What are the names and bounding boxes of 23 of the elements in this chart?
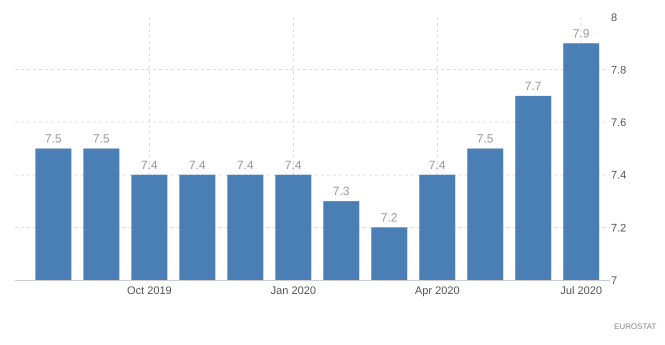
text: EUROSTAT: [614, 322, 656, 331]
data-label: 7.7: [524, 78, 542, 93]
data-label: 7.9: [572, 26, 590, 40]
y-tick-label: 7.6: [611, 117, 626, 130]
x-tick-label: Oct 2019: [127, 285, 172, 298]
data-label: 7.5: [44, 132, 62, 146]
y-tick-label: 7.2: [611, 222, 626, 234]
data-label: 7.4: [140, 158, 158, 172]
y-tick-label: 8: [611, 12, 618, 24]
data-label: 7.4: [188, 158, 206, 172]
y-tick-label: 7.4: [611, 170, 626, 182]
data-label: 7.4: [236, 158, 254, 172]
data-label: 7.4: [428, 158, 446, 172]
data-label: 7.2: [380, 210, 398, 224]
data-label: 7.5: [92, 132, 110, 146]
data-label: 7.3: [332, 184, 350, 198]
y-tick-label: 7.8: [611, 64, 626, 76]
x-tick-label: Jan 2020: [270, 285, 316, 298]
x-tick-label: Apr 2020: [414, 285, 460, 298]
x-tick-label: Jul 2020: [560, 285, 602, 298]
y-tick-label: 7: [611, 274, 618, 287]
data-label: 7.4: [284, 158, 302, 172]
data-label: 7.5: [476, 132, 494, 146]
